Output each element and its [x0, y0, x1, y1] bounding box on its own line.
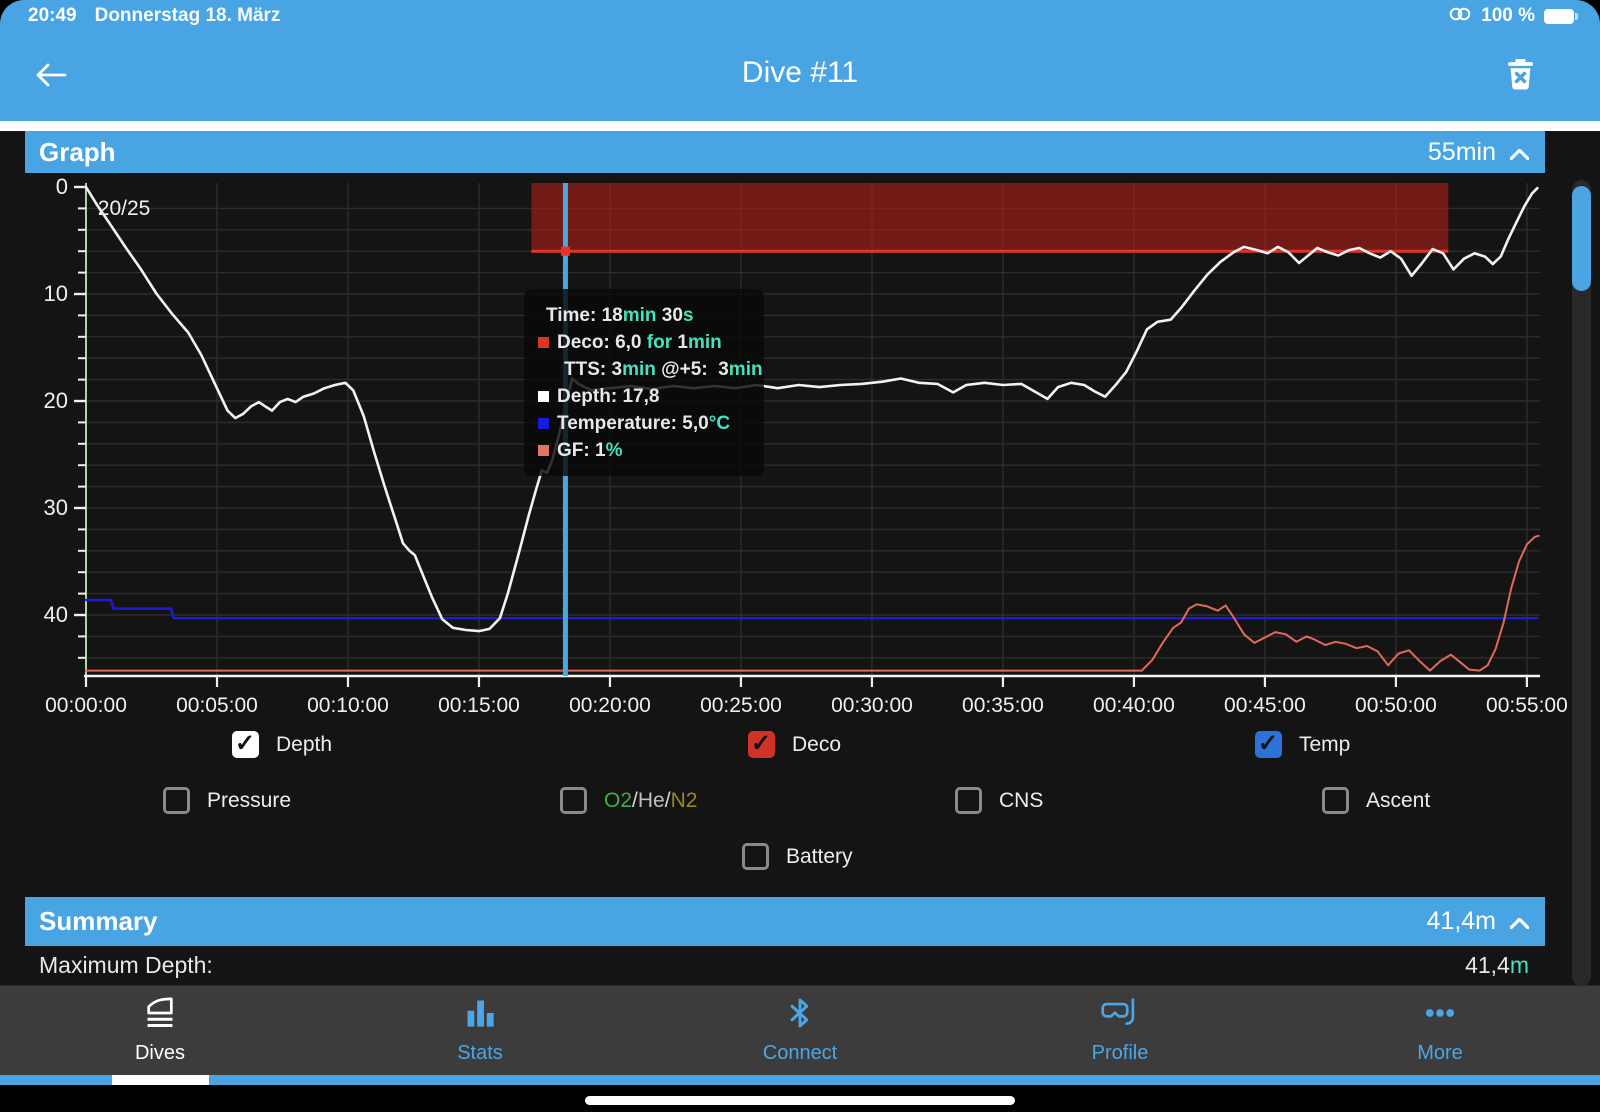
checkbox-temp[interactable]: Temp: [1255, 729, 1351, 758]
svg-text:00:10:00: 00:10:00: [307, 694, 389, 717]
battery-percent: 100 %: [1481, 5, 1535, 26]
svg-text:00:05:00: 00:05:00: [176, 694, 258, 717]
dive-profile-chart[interactable]: 0 10 20 30 40 00:00:00 00:05:00 00:10:00 00:15:0…: [0, 131, 1600, 721]
svg-text:00:20:00: 00:20:00: [569, 694, 651, 717]
scrollbar-track[interactable]: [1572, 180, 1591, 986]
tab-dives[interactable]: Dives: [0, 986, 320, 1075]
tab-bar-accent-strip: [0, 1075, 1600, 1085]
tab-dives-label: Dives: [134, 1042, 185, 1064]
summary-section-title: Summary: [39, 906, 158, 936]
ascent-checkbox-label: Ascent: [1366, 788, 1431, 812]
deco-checkbox-box: [748, 729, 775, 758]
graph-section-header[interactable]: Graph 55min: [25, 131, 1545, 173]
checkbox-cns[interactable]: CNS: [955, 787, 1043, 814]
more-ellipsis-icon: [1423, 996, 1457, 1035]
page-title: Dive #11: [741, 56, 859, 89]
max-depth-label: Maximum Depth:: [39, 952, 213, 978]
active-tab-indicator: [112, 1075, 209, 1085]
temp-checkbox-label: Temp: [1299, 732, 1351, 756]
graph-section-title: Graph: [39, 136, 116, 167]
nav-bar: Dive #11: [0, 32, 1600, 121]
dives-icon: [143, 996, 177, 1035]
gases-checkbox-label: O2/He/N2: [604, 788, 698, 812]
dive-detail-content: 0 10 20 30 40 00:00:00 00:05:00 00:10:00 00:15:0…: [0, 131, 1600, 986]
tab-more[interactable]: More: [1280, 986, 1600, 1075]
svg-text:30: 30: [44, 495, 68, 520]
tab-profile[interactable]: Profile: [960, 986, 1280, 1075]
scrollbar-thumb[interactable]: [1572, 186, 1591, 291]
pressure-checkbox-label: Pressure: [207, 788, 292, 812]
svg-text:00:00:00: 00:00:00: [45, 694, 127, 717]
summary-row-max-depth: Maximum Depth: 41,4m: [25, 952, 1545, 979]
dive-duration: 55min: [1427, 137, 1496, 166]
hotspot-icon: [1448, 6, 1472, 27]
checkbox-gases[interactable]: O2/He/N2: [560, 787, 697, 814]
collapse-chevron-icon: [1509, 138, 1530, 167]
svg-text:40: 40: [44, 602, 68, 627]
depth-checkbox-box: [232, 729, 259, 758]
delete-dive-button[interactable]: [1507, 58, 1534, 90]
max-depth-value: 41,4m: [1465, 952, 1529, 978]
checkbox-pressure[interactable]: Pressure: [163, 787, 291, 814]
svg-text:00:15:00: 00:15:00: [438, 694, 520, 717]
cns-checkbox-label: CNS: [999, 788, 1044, 812]
page-divider: [0, 121, 1600, 131]
tab-connect-label: Connect: [762, 1042, 838, 1064]
svg-text:10: 10: [44, 281, 68, 306]
temp-checkbox-box: [1255, 729, 1282, 758]
pressure-checkbox-box: [163, 787, 190, 814]
checkbox-deco[interactable]: Deco: [748, 729, 842, 758]
collapse-chevron-icon: [1509, 907, 1530, 936]
gases-checkbox-box: [560, 787, 587, 814]
svg-text:00:40:00: 00:40:00: [1093, 694, 1175, 717]
checkbox-battery[interactable]: Battery: [742, 843, 853, 870]
battery-checkbox-box: [742, 843, 769, 870]
svg-text:00:45:00: 00:45:00: [1224, 694, 1306, 717]
svg-text:20: 20: [44, 388, 68, 413]
back-button[interactable]: [34, 60, 68, 90]
status-bar: 20:49 Donnerstag 18. März 100 %: [0, 0, 1600, 32]
ascent-checkbox-box: [1322, 787, 1349, 814]
depth-checkbox-label: Depth: [276, 732, 333, 756]
tab-stats-label: Stats: [457, 1042, 503, 1064]
tab-stats[interactable]: Stats: [320, 986, 640, 1075]
svg-text:00:35:00: 00:35:00: [962, 694, 1044, 717]
checkbox-ascent[interactable]: Ascent: [1322, 787, 1430, 814]
checkbox-depth[interactable]: Depth: [232, 729, 333, 758]
svg-text:20/25: 20/25: [98, 197, 151, 220]
dive-mask-icon: [1101, 996, 1139, 1035]
tab-profile-label: Profile: [1091, 1042, 1149, 1064]
status-right-cluster: 100 %: [1448, 0, 1578, 32]
svg-text:00:50:00: 00:50:00: [1355, 694, 1437, 717]
battery-icon: [1544, 8, 1578, 24]
svg-text:0: 0: [56, 174, 68, 199]
tab-connect[interactable]: Connect: [640, 986, 960, 1075]
status-date: Donnerstag 18. März: [94, 5, 281, 26]
battery-checkbox-label: Battery: [786, 844, 853, 868]
top-chrome: 20:49 Donnerstag 18. März 100 % Dive #11: [0, 0, 1600, 121]
deco-checkbox-label: Deco: [792, 732, 842, 756]
home-indicator[interactable]: [585, 1096, 1015, 1105]
bluetooth-icon: [783, 996, 817, 1035]
svg-text:00:30:00: 00:30:00: [831, 694, 913, 717]
tab-more-label: More: [1417, 1042, 1463, 1064]
stats-bar-chart-icon: [463, 996, 497, 1035]
svg-text:00:25:00: 00:25:00: [700, 694, 782, 717]
bottom-tab-bar: Dives Stats Connect Profile More: [0, 985, 1600, 1075]
summary-section-header[interactable]: Summary 41,4m: [25, 897, 1545, 946]
cns-checkbox-box: [955, 787, 982, 814]
svg-text:00:55:00: 00:55:00: [1486, 694, 1568, 717]
status-time: 20:49: [28, 5, 77, 26]
summary-max-depth: 41,4m: [1426, 907, 1496, 935]
